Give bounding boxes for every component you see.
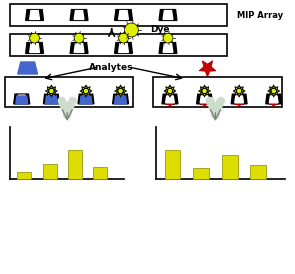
Polygon shape <box>115 42 132 53</box>
Polygon shape <box>269 95 278 103</box>
Polygon shape <box>16 96 28 104</box>
Circle shape <box>74 33 84 43</box>
FancyBboxPatch shape <box>10 4 227 26</box>
Polygon shape <box>163 44 173 52</box>
Polygon shape <box>115 96 127 104</box>
Polygon shape <box>82 95 90 103</box>
Polygon shape <box>30 44 40 52</box>
Bar <box>222 155 237 179</box>
Circle shape <box>200 87 209 96</box>
Polygon shape <box>74 44 84 52</box>
Polygon shape <box>43 94 59 104</box>
Circle shape <box>119 33 128 43</box>
Polygon shape <box>45 96 57 104</box>
Polygon shape <box>80 96 92 104</box>
Polygon shape <box>78 94 94 104</box>
Text: Dye: Dye <box>150 25 170 35</box>
Polygon shape <box>199 61 216 77</box>
Polygon shape <box>235 99 244 108</box>
Polygon shape <box>30 11 40 19</box>
Polygon shape <box>200 95 209 103</box>
Polygon shape <box>269 99 278 108</box>
Polygon shape <box>159 10 177 20</box>
Polygon shape <box>47 95 56 103</box>
Circle shape <box>81 87 90 96</box>
Polygon shape <box>17 95 26 103</box>
Bar <box>17 172 31 179</box>
Circle shape <box>269 87 278 96</box>
Polygon shape <box>119 11 128 19</box>
Bar <box>250 165 266 179</box>
FancyBboxPatch shape <box>10 34 227 56</box>
Circle shape <box>30 33 40 43</box>
Polygon shape <box>231 94 247 104</box>
Polygon shape <box>235 95 243 103</box>
Circle shape <box>235 87 244 96</box>
Polygon shape <box>115 10 132 20</box>
Polygon shape <box>70 42 88 53</box>
FancyBboxPatch shape <box>153 77 282 107</box>
Polygon shape <box>197 94 212 104</box>
Polygon shape <box>14 94 30 104</box>
Bar <box>93 167 107 179</box>
Polygon shape <box>200 99 209 108</box>
Polygon shape <box>266 94 282 104</box>
Polygon shape <box>113 94 128 104</box>
Circle shape <box>124 23 138 37</box>
Circle shape <box>116 87 125 96</box>
Bar <box>165 150 181 179</box>
Circle shape <box>47 87 56 96</box>
Polygon shape <box>162 94 178 104</box>
Bar <box>68 150 82 179</box>
Polygon shape <box>163 11 173 19</box>
Polygon shape <box>116 95 125 103</box>
Polygon shape <box>18 62 37 74</box>
Circle shape <box>165 87 174 96</box>
Polygon shape <box>26 10 43 20</box>
Polygon shape <box>70 10 88 20</box>
Bar <box>193 168 209 179</box>
Text: MIP Array: MIP Array <box>237 10 283 19</box>
Polygon shape <box>165 99 175 108</box>
Polygon shape <box>159 42 177 53</box>
Circle shape <box>163 33 173 43</box>
Polygon shape <box>74 11 84 19</box>
Polygon shape <box>14 94 30 104</box>
Polygon shape <box>119 44 128 52</box>
Polygon shape <box>26 42 43 53</box>
Bar <box>43 164 57 179</box>
Polygon shape <box>165 95 174 103</box>
FancyBboxPatch shape <box>5 77 133 107</box>
Text: Analytes: Analytes <box>89 62 134 72</box>
